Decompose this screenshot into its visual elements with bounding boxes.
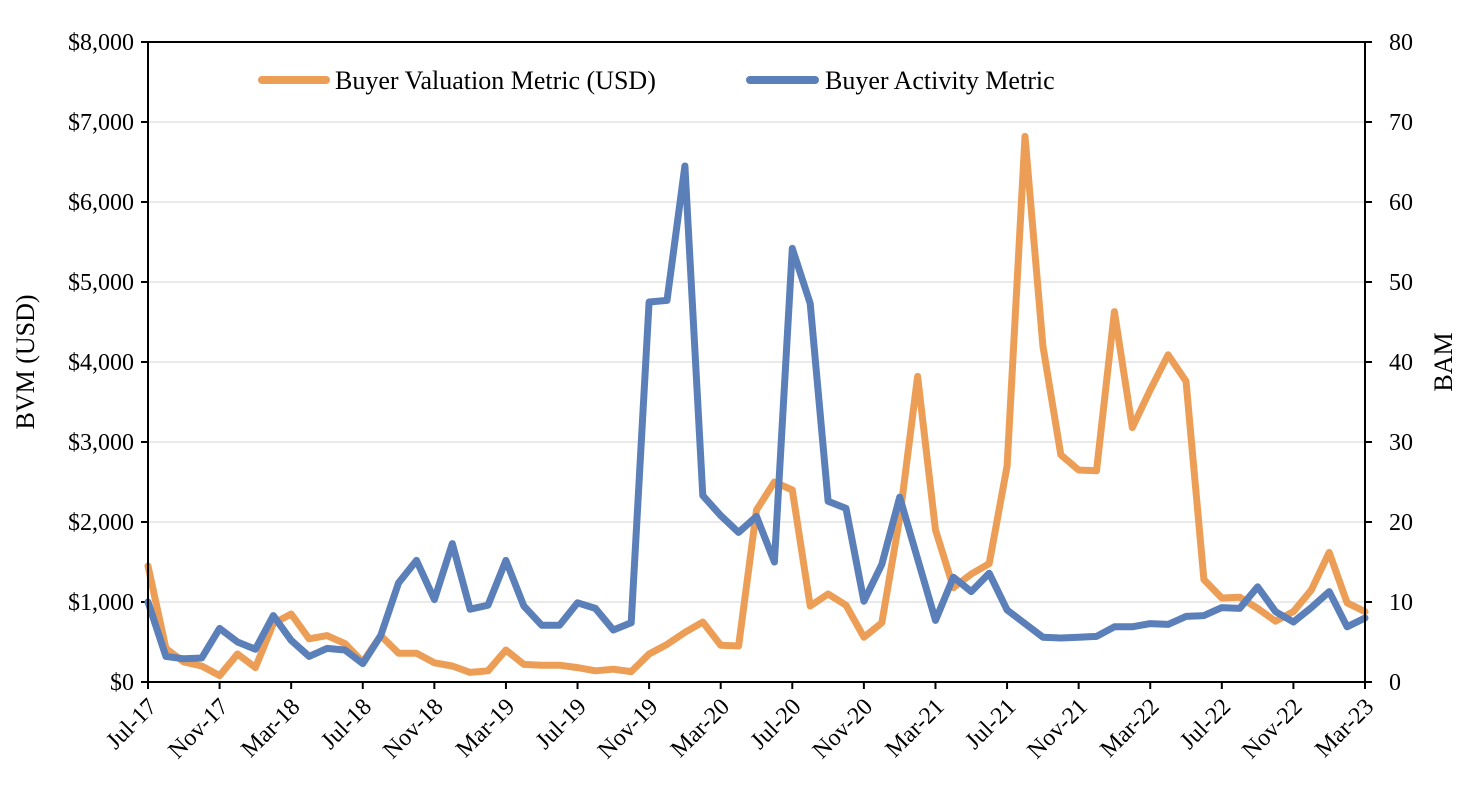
- right-axis-ticks: 0 10 20 30 40 50 60 70 80: [1365, 30, 1413, 696]
- left-tick-label: $4,000: [68, 350, 134, 376]
- x-tick-label: Mar-23: [1310, 694, 1379, 763]
- series-line-bvm: [144, 132, 1369, 680]
- series-line-bam: [144, 162, 1369, 668]
- gridlines: [148, 121, 1365, 603]
- left-axis-ticks: $0 $1,000 $2,000 $3,000 $4,000 $5,000 $6,000 $7…: [68, 30, 148, 696]
- left-tick-label: $3,000: [68, 430, 134, 456]
- x-tick-label: Jul-22: [1175, 694, 1236, 755]
- right-tick-label: 60: [1389, 190, 1413, 216]
- x-tick-label: Nov-18: [378, 694, 448, 764]
- left-tick-label: $6,000: [68, 190, 134, 216]
- right-axis-title: BAM: [1429, 332, 1458, 391]
- x-tick-label: Nov-19: [593, 694, 663, 764]
- right-tick-label: 30: [1389, 430, 1413, 456]
- legend-label-bam: Buyer Activity Metric: [825, 66, 1055, 95]
- right-tick-label: 10: [1389, 590, 1413, 616]
- x-tick-label: Jul-20: [746, 694, 807, 755]
- left-tick-label: $5,000: [68, 270, 134, 296]
- right-tick-label: 40: [1389, 350, 1413, 376]
- x-tick-label: Jul-18: [316, 694, 377, 755]
- right-tick-label: 50: [1389, 270, 1413, 296]
- x-axis-ticks: Jul-17 Nov-17 Mar-18 Jul-18 Nov-18 Mar-19 Jul-…: [101, 682, 1379, 764]
- x-tick-label: Jul-17: [101, 694, 162, 755]
- x-tick-label: Nov-20: [808, 694, 878, 764]
- right-tick-label: 70: [1389, 110, 1413, 136]
- right-tick-label: 80: [1389, 30, 1413, 56]
- legend-label-bvm: Buyer Valuation Metric (USD): [335, 66, 656, 95]
- x-tick-label: Nov-22: [1237, 694, 1307, 764]
- left-tick-label: $2,000: [68, 510, 134, 536]
- x-tick-label: Nov-17: [164, 694, 234, 764]
- plot-frame: [147, 41, 1366, 683]
- series-layer: [144, 132, 1369, 680]
- left-tick-label: $8,000: [68, 30, 134, 56]
- x-tick-label: Mar-19: [451, 694, 520, 763]
- right-tick-label: 20: [1389, 510, 1413, 536]
- right-tick-label: 0: [1389, 670, 1401, 696]
- left-tick-label: $1,000: [68, 590, 134, 616]
- x-tick-label: Mar-20: [666, 694, 735, 763]
- x-tick-label: Nov-21: [1023, 694, 1093, 764]
- left-tick-label: $0: [110, 670, 134, 696]
- left-axis-title: BVM (USD): [11, 294, 40, 429]
- x-tick-label: Mar-21: [881, 694, 950, 763]
- legend: Buyer Valuation Metric (USD) Buyer Activ…: [258, 66, 1055, 95]
- x-tick-label: Mar-22: [1096, 694, 1165, 763]
- left-tick-label: $7,000: [68, 110, 134, 136]
- x-tick-label: Jul-21: [960, 694, 1021, 755]
- x-tick-label: Mar-18: [236, 694, 305, 763]
- x-tick-label: Jul-19: [531, 694, 592, 755]
